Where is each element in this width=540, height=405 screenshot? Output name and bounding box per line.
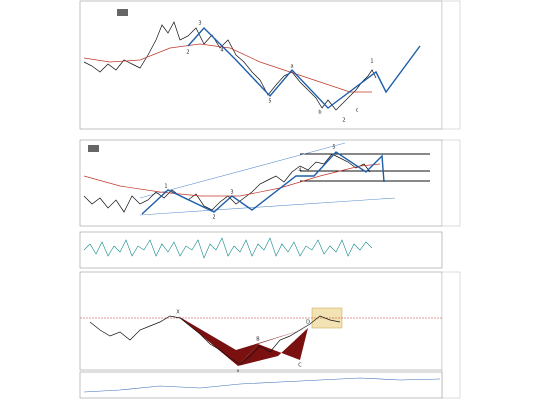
pattern-leg (178, 316, 308, 366)
channel-line (139, 142, 346, 199)
price-axis (441, 139, 461, 227)
pattern-point: D (306, 320, 310, 326)
wave-label: c (356, 108, 359, 114)
panel-4: X A B C D (79, 271, 461, 399)
wave-label: 5 (268, 99, 271, 105)
pattern-leg (238, 328, 308, 366)
indicator-line (83, 377, 441, 393)
menu-button[interactable] (117, 9, 128, 16)
pattern-point: B (256, 337, 260, 343)
chart-frame (79, 0, 443, 130)
wave-label: 1 (164, 184, 167, 190)
pattern-point: X (176, 310, 180, 316)
wave-label: 3 (198, 21, 201, 27)
panel-1: 2 3 4 5 a b c 1 2 (79, 0, 461, 130)
wave-labels: 2 3 4 5 a b c 1 2 (186, 21, 373, 124)
wave-label: b (318, 110, 321, 116)
wave-projection (187, 26, 421, 109)
wave-label: 2 (212, 215, 215, 221)
wave-label: 3 (230, 190, 233, 196)
wave-label: 4 (220, 48, 223, 54)
menu-button[interactable] (88, 145, 99, 152)
price-line (83, 21, 377, 111)
price-axis (441, 0, 461, 130)
panel-3 (79, 231, 443, 269)
panel-2: 1 2 3 4 5 (79, 139, 461, 227)
wave-path (141, 151, 385, 215)
oscillator-frame (79, 231, 443, 269)
wave-label: 2 (342, 118, 345, 124)
channel-line (139, 197, 396, 216)
price-line (89, 315, 341, 365)
pattern-point: C (298, 363, 302, 369)
moving-average (83, 163, 381, 197)
chart-frame (79, 139, 443, 227)
wave-label: 2 (186, 50, 189, 56)
oscillator-line (83, 237, 373, 259)
wave-label: 4 (298, 168, 301, 174)
indicator-frame (79, 371, 443, 399)
moving-average (83, 43, 372, 93)
wave-label: a (290, 64, 293, 70)
wave-label: 1 (370, 59, 373, 65)
price-axis (441, 271, 461, 399)
wave-label: 5 (332, 145, 335, 151)
